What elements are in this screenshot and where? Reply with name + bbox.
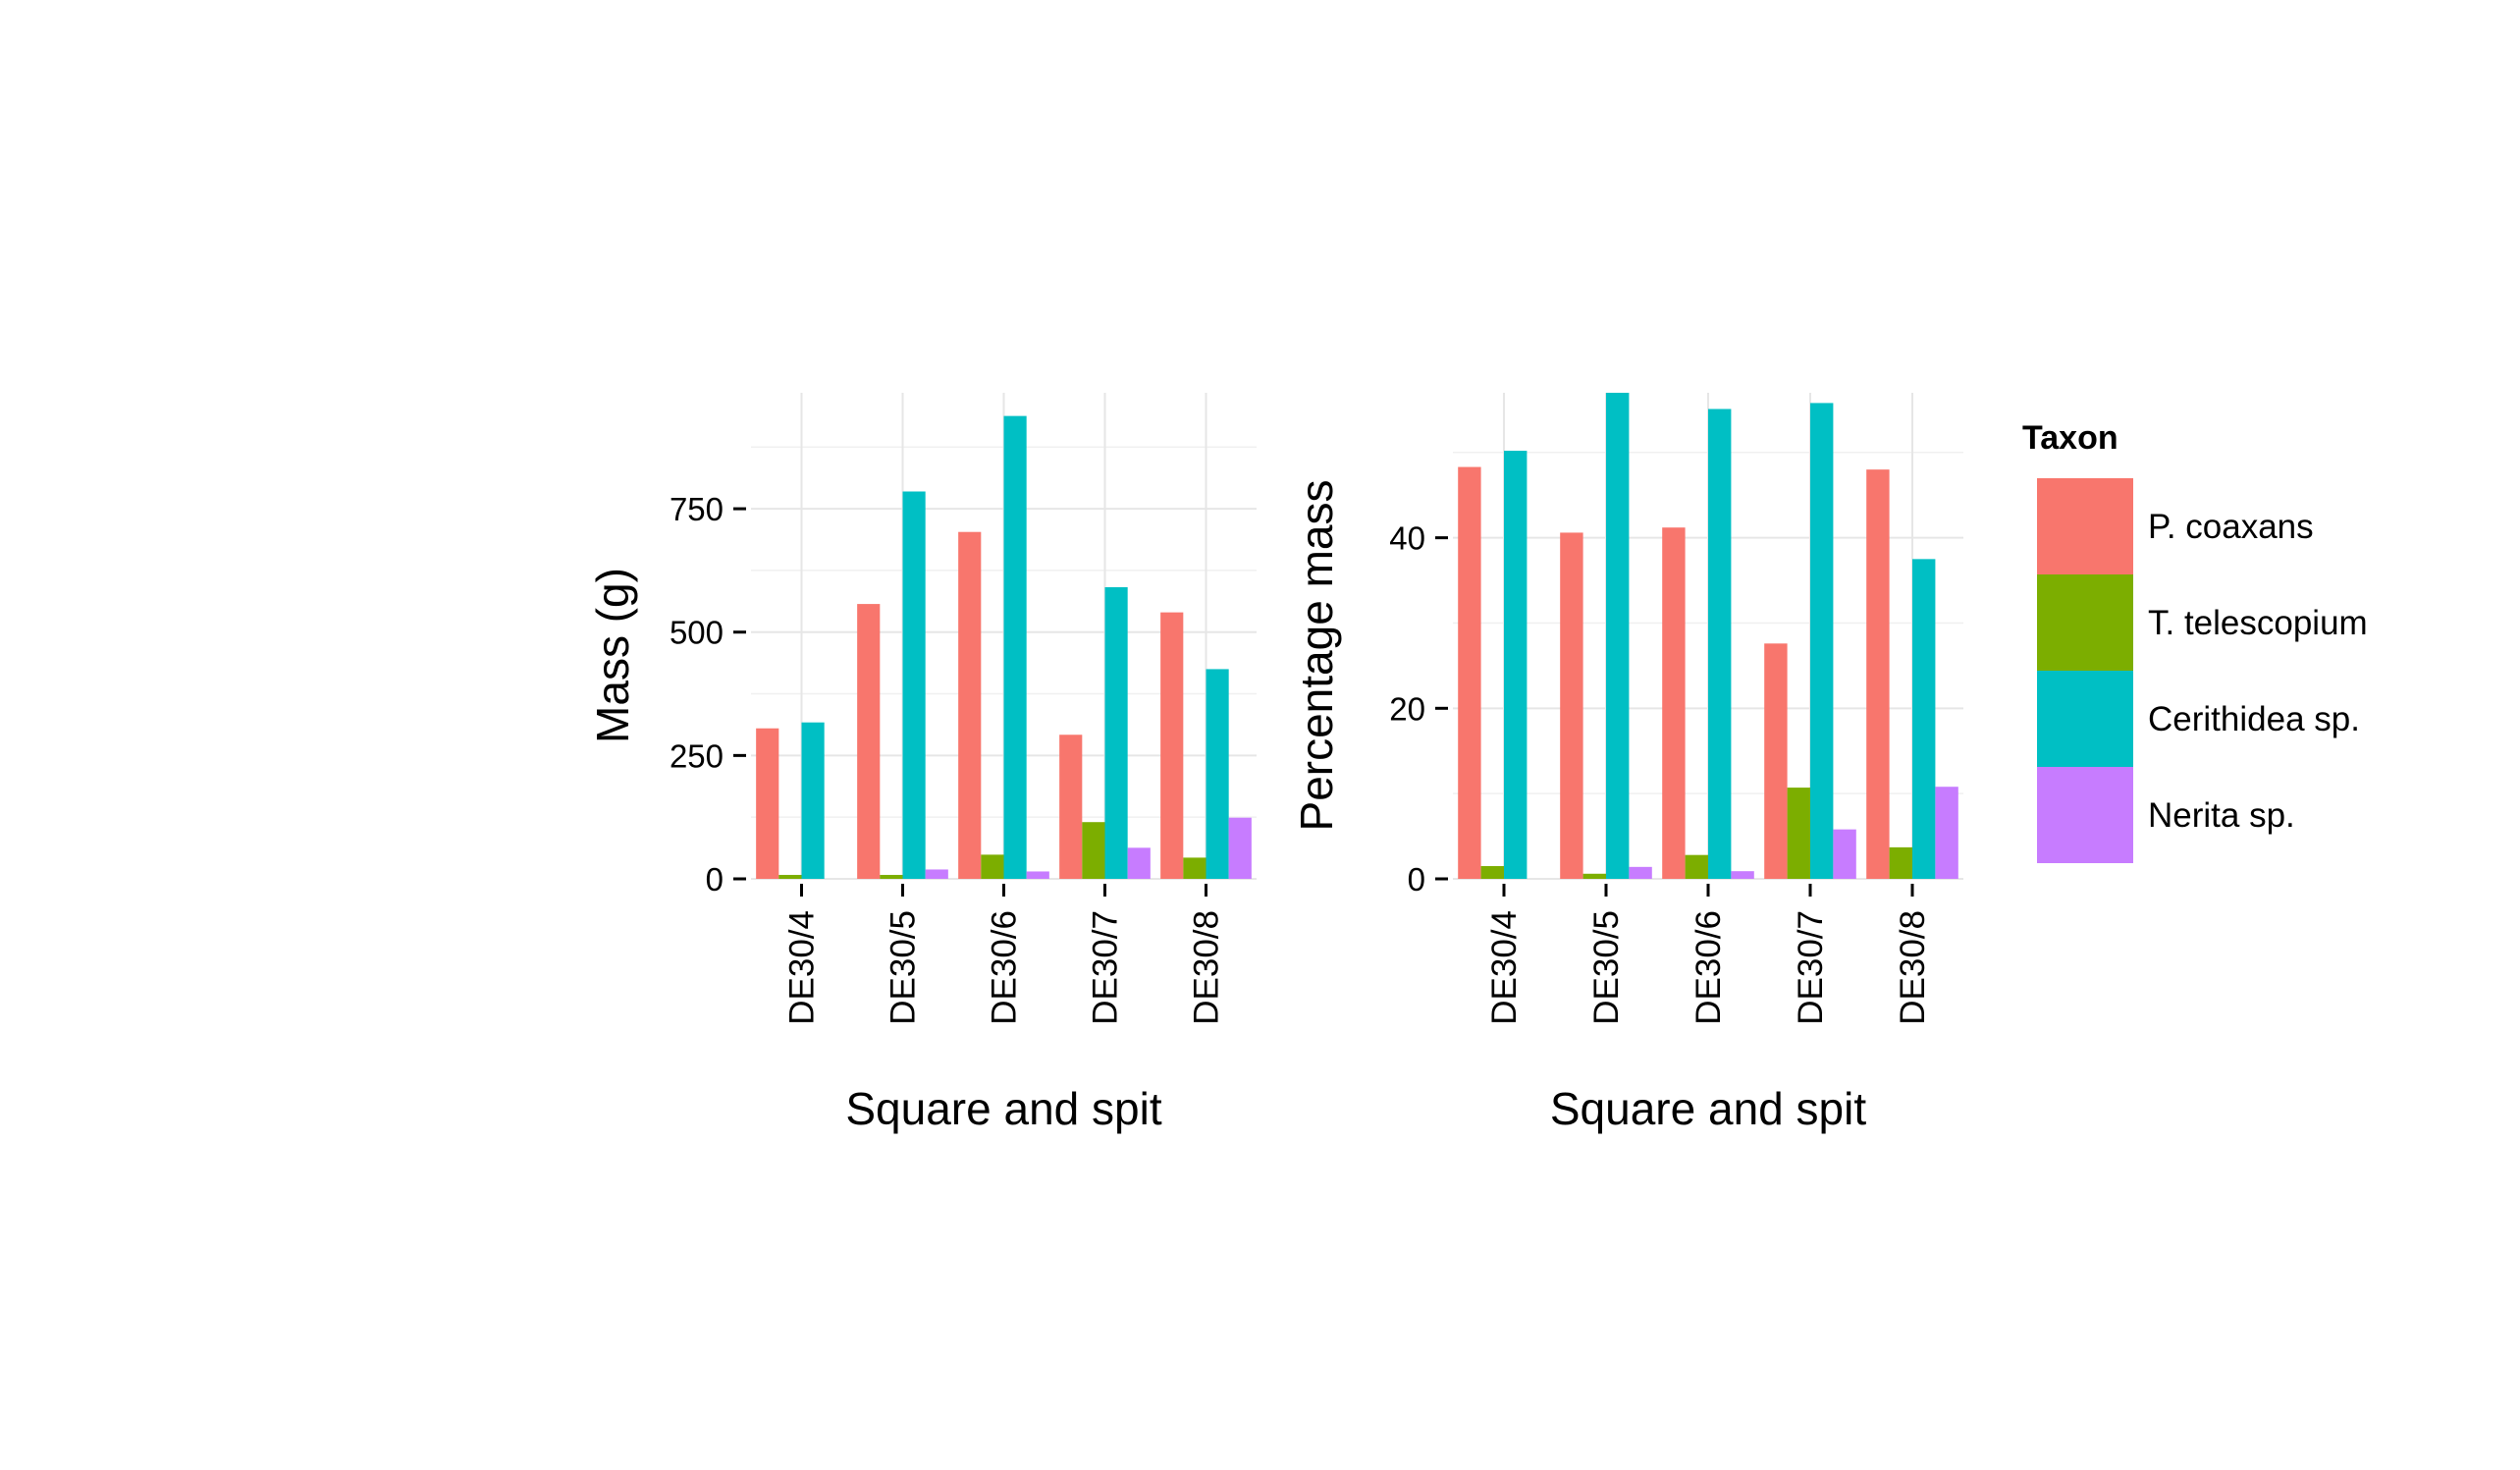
taxon-legend: Taxon P. coaxans T. telescopium Cerithidea… <box>2022 419 2368 863</box>
bar-t-telescopium-de30-5 <box>1582 873 1606 879</box>
x-tick-label: DE30/4 <box>783 910 822 1025</box>
x-tick-label: DE30/8 <box>1188 910 1226 1025</box>
y-tick-label: 500 <box>670 615 724 651</box>
legend-label: Nerita sp. <box>2148 796 2295 835</box>
bar-cerithidea-sp--de30-5 <box>902 491 926 879</box>
bar-cerithidea-sp--de30-7 <box>1104 587 1128 879</box>
x-axis-title: Square and spit <box>845 1083 1161 1134</box>
bar-cerithidea-sp--de30-5 <box>1606 393 1630 879</box>
x-axis-title: Square and spit <box>1550 1083 1866 1134</box>
bar-cerithidea-sp--de30-6 <box>1003 415 1027 879</box>
legend-key-cerithidea-sp- <box>2037 671 2133 767</box>
legend-key-p-coaxans <box>2037 478 2133 574</box>
bar-nerita-sp--de30-5 <box>1629 866 1652 879</box>
bar-p-coaxans-de30-6 <box>1662 527 1686 879</box>
x-tick-label: DE30/5 <box>885 910 923 1025</box>
bar-t-telescopium-de30-6 <box>981 854 1004 879</box>
bar-cerithidea-sp--de30-4 <box>1504 451 1528 879</box>
bar-p-coaxans-de30-8 <box>1160 612 1184 879</box>
bar-t-telescopium-de30-8 <box>1889 846 1912 879</box>
mass-panel: 0 250 500 750 DE30/4 DE30/5 DE30/6 DE30/7 DE30/8… <box>587 393 1257 1134</box>
y-tick-label: 250 <box>670 737 724 774</box>
bar-cerithidea-sp--de30-4 <box>801 722 825 879</box>
legend-key-nerita-sp- <box>2037 767 2133 863</box>
bar-cerithidea-sp--de30-8 <box>1206 669 1229 879</box>
bar-cerithidea-sp--de30-6 <box>1708 408 1732 879</box>
bar-t-telescopium-de30-7 <box>1787 788 1810 879</box>
y-tick-label: 0 <box>706 861 724 898</box>
bar-p-coaxans-de30-4 <box>756 728 779 879</box>
bar-p-coaxans-de30-6 <box>958 531 982 879</box>
legend-title: Taxon <box>2022 419 2118 457</box>
bar-t-telescopium-de30-4 <box>778 874 802 879</box>
y-tick-label: 0 <box>1408 861 1425 898</box>
bar-t-telescopium-de30-7 <box>1082 822 1105 879</box>
legend-label: P. coaxans <box>2148 508 2314 546</box>
y-tick-label: 40 <box>1389 520 1425 557</box>
percentage-panel: 0 20 40 DE30/4 DE30/5 DE30/6 DE30/7 DE30/8 Squar… <box>1291 393 1963 1134</box>
bar-cerithidea-sp--de30-8 <box>1912 559 1936 879</box>
bar-t-telescopium-de30-5 <box>880 874 903 879</box>
x-tick-label: DE30/6 <box>1689 910 1728 1025</box>
bar-t-telescopium-de30-4 <box>1480 865 1504 879</box>
bar-nerita-sp--de30-8 <box>1228 817 1252 879</box>
y-tick-label: 20 <box>1389 690 1425 727</box>
bar-nerita-sp--de30-6 <box>1731 871 1754 879</box>
y-axis-title: Mass (g) <box>587 568 638 743</box>
bar-p-coaxans-de30-5 <box>1560 532 1583 879</box>
x-tick-label: DE30/6 <box>986 910 1024 1025</box>
x-tick-label: DE30/8 <box>1894 910 1932 1025</box>
bar-p-coaxans-de30-4 <box>1458 466 1481 879</box>
bar-nerita-sp--de30-5 <box>925 869 948 879</box>
x-tick-label: DE30/7 <box>1087 910 1125 1025</box>
legend-label: Cerithidea sp. <box>2148 700 2360 738</box>
y-tick-label: 750 <box>670 491 724 527</box>
bar-nerita-sp--de30-8 <box>1935 787 1958 879</box>
y-axis-title: Percentage mass <box>1291 480 1342 832</box>
bar-t-telescopium-de30-6 <box>1685 854 1708 879</box>
bar-p-coaxans-de30-8 <box>1866 469 1890 879</box>
legend-label: T. telescopium <box>2148 604 2368 642</box>
bar-p-coaxans-de30-7 <box>1764 643 1788 879</box>
bar-cerithidea-sp--de30-7 <box>1810 403 1834 879</box>
bar-p-coaxans-de30-7 <box>1059 735 1083 879</box>
x-tick-label: DE30/4 <box>1485 910 1524 1025</box>
x-tick-label: DE30/5 <box>1587 910 1626 1025</box>
bar-nerita-sp--de30-7 <box>1127 847 1151 879</box>
bar-t-telescopium-de30-8 <box>1183 857 1206 879</box>
bar-nerita-sp--de30-6 <box>1026 871 1049 879</box>
bar-nerita-sp--de30-7 <box>1833 829 1856 879</box>
legend-key-t-telescopium <box>2037 574 2133 671</box>
bar-p-coaxans-de30-5 <box>857 604 881 879</box>
x-tick-label: DE30/7 <box>1792 910 1830 1025</box>
